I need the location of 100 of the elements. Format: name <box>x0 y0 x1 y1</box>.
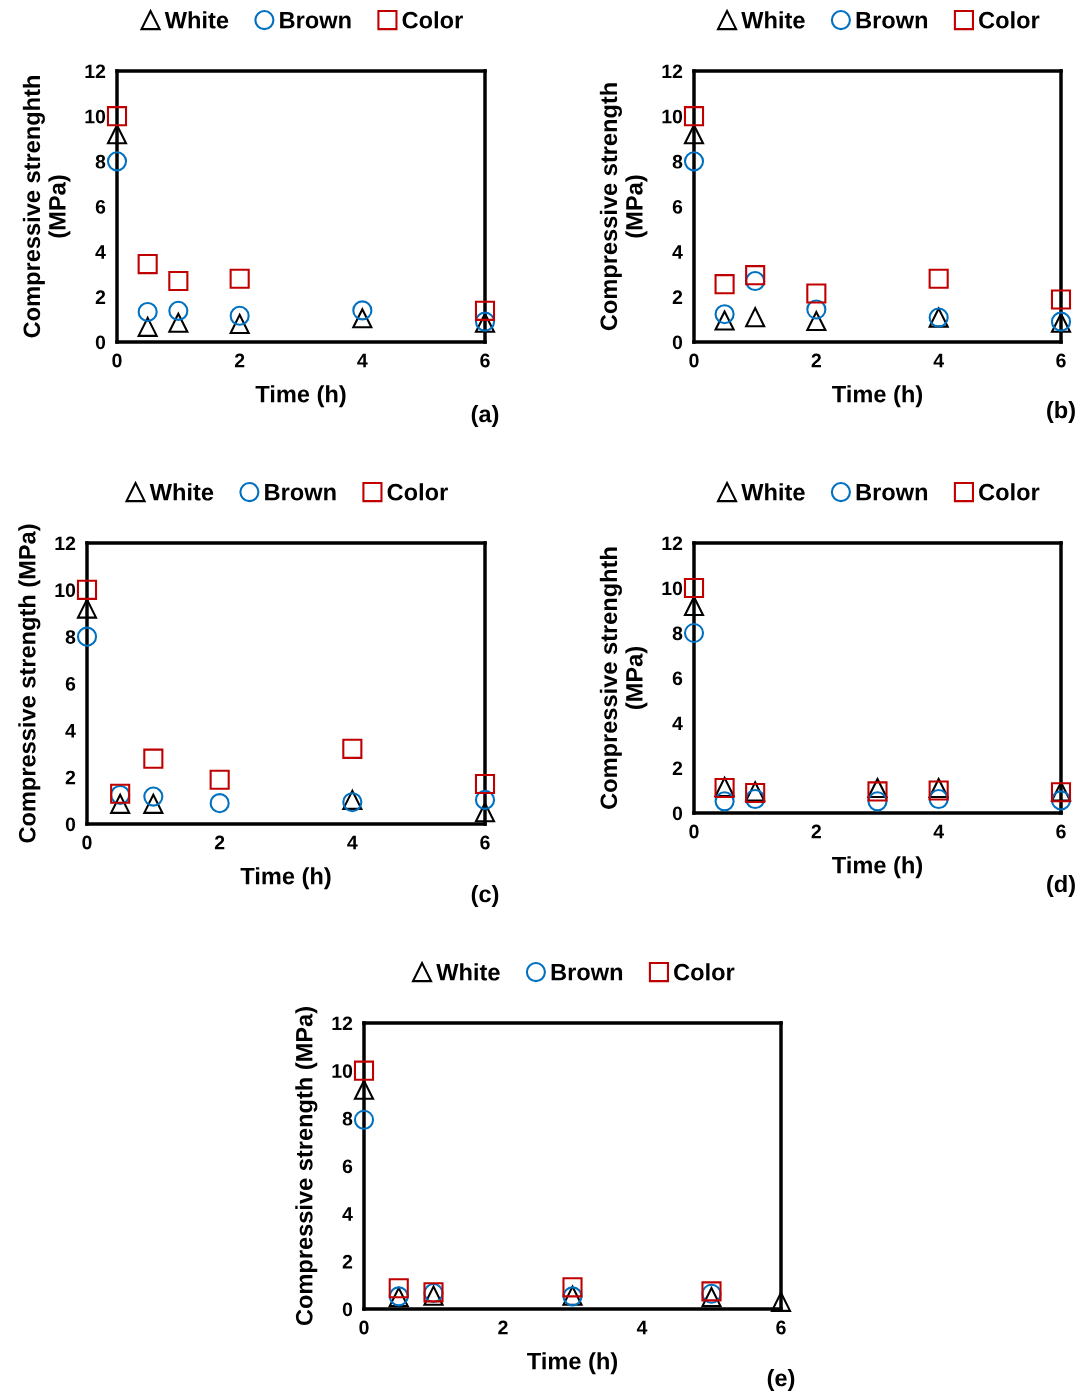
point <box>1050 790 1072 811</box>
y-tick-label: 6 <box>65 676 76 691</box>
y-tick-label: 10 <box>662 581 683 596</box>
point <box>353 1109 375 1130</box>
point <box>143 793 164 814</box>
y-tick-label: 6 <box>672 671 683 686</box>
point <box>683 106 705 127</box>
point <box>806 310 827 332</box>
y-axis-title: Compressive strenghth (MPa) <box>22 76 71 338</box>
x-tick-label: 2 <box>811 353 821 368</box>
point <box>76 626 98 647</box>
x-tick-label: 0 <box>689 824 699 839</box>
y-axis-title: Compressive strength (MPa) <box>599 83 648 331</box>
y-tick-label: 6 <box>342 1159 353 1174</box>
y-tick-label: 10 <box>85 109 106 124</box>
y-tick-label: 10 <box>332 1064 353 1078</box>
point <box>1050 289 1072 310</box>
x-tick-label: 0 <box>112 353 122 368</box>
y-tick-label: 0 <box>95 335 106 350</box>
legend-label: Brown <box>856 12 928 29</box>
y-axis-title: Compressive strength (MPa) <box>295 1007 318 1326</box>
y-tick-label: 8 <box>342 1111 353 1126</box>
point <box>106 151 128 172</box>
point <box>683 124 705 145</box>
point <box>683 622 705 644</box>
point <box>683 151 705 172</box>
point <box>137 316 158 337</box>
point <box>110 793 131 814</box>
x-axis-title: Time (h) <box>527 1352 618 1375</box>
y-tick-label: 8 <box>672 154 683 169</box>
legend-label: White <box>741 11 805 29</box>
point <box>474 300 496 321</box>
x-axis-title: Time (h) <box>832 385 923 408</box>
text: (e) <box>767 1368 795 1392</box>
x-tick-label: 4 <box>357 353 368 368</box>
point <box>806 283 827 304</box>
x-tick-label: 6 <box>480 835 490 850</box>
x-tick-label: 6 <box>776 1320 786 1335</box>
y-tick-label: 4 <box>342 1207 353 1221</box>
point <box>745 270 766 292</box>
point <box>229 305 250 326</box>
point <box>562 1277 583 1298</box>
y-tick-label: 6 <box>672 199 683 214</box>
y-tick-label: 4 <box>65 724 76 738</box>
point <box>143 748 164 769</box>
y-tick-label: 8 <box>65 630 76 644</box>
point <box>352 308 373 329</box>
text: (b) <box>1047 400 1075 423</box>
point <box>714 304 735 325</box>
point <box>745 788 766 810</box>
y-axis-title: Compressive strenghth (MPa) <box>599 547 648 809</box>
legend-label: Color <box>979 483 1040 501</box>
y-tick-label: 4 <box>95 245 106 259</box>
point <box>353 1060 375 1081</box>
point <box>209 769 230 790</box>
point <box>474 789 496 810</box>
point <box>867 791 888 812</box>
legend-label: Color <box>674 963 735 981</box>
point <box>76 598 98 619</box>
legend-label: Color <box>402 11 463 29</box>
legend-label: White <box>149 483 214 501</box>
y-tick-label: 12 <box>332 1016 353 1031</box>
y-tick-label: 10 <box>55 583 76 598</box>
x-tick-label: 2 <box>234 353 245 368</box>
y-tick-label: 4 <box>672 716 683 731</box>
x-tick-label: 0 <box>689 353 699 368</box>
point <box>342 738 363 759</box>
y-tick-label: 10 <box>662 109 683 124</box>
legend-label: White <box>164 11 229 29</box>
x-tick-label: 2 <box>498 1320 508 1335</box>
x-tick-label: 0 <box>359 1320 369 1335</box>
y-tick-label: 2 <box>672 290 683 304</box>
point <box>168 300 189 321</box>
y-tick-label: 12 <box>55 536 76 551</box>
x-tick-label: 2 <box>811 824 821 839</box>
y-tick-label: 8 <box>95 154 106 169</box>
legend-label: White <box>436 963 500 981</box>
y-tick-label: 2 <box>95 290 106 304</box>
point <box>209 793 230 814</box>
point <box>714 791 735 812</box>
point <box>683 577 705 599</box>
x-tick-label: 2 <box>214 835 225 850</box>
legend-label: White <box>741 483 805 501</box>
point <box>229 313 250 334</box>
point <box>168 312 189 333</box>
x-tick-label: 6 <box>1056 824 1066 839</box>
x-tick-label: 6 <box>480 353 490 368</box>
text: (c) <box>471 884 499 908</box>
legend-label: Brown <box>551 964 623 981</box>
y-tick-label: 0 <box>342 1302 353 1317</box>
point <box>928 788 949 810</box>
point <box>745 265 766 286</box>
point <box>106 124 128 145</box>
point <box>353 1079 375 1100</box>
point <box>388 1278 409 1299</box>
y-tick-label: 8 <box>672 626 683 641</box>
point <box>745 307 766 328</box>
point <box>106 106 128 127</box>
legend-label: Color <box>387 483 448 501</box>
text: (a) <box>471 404 499 428</box>
